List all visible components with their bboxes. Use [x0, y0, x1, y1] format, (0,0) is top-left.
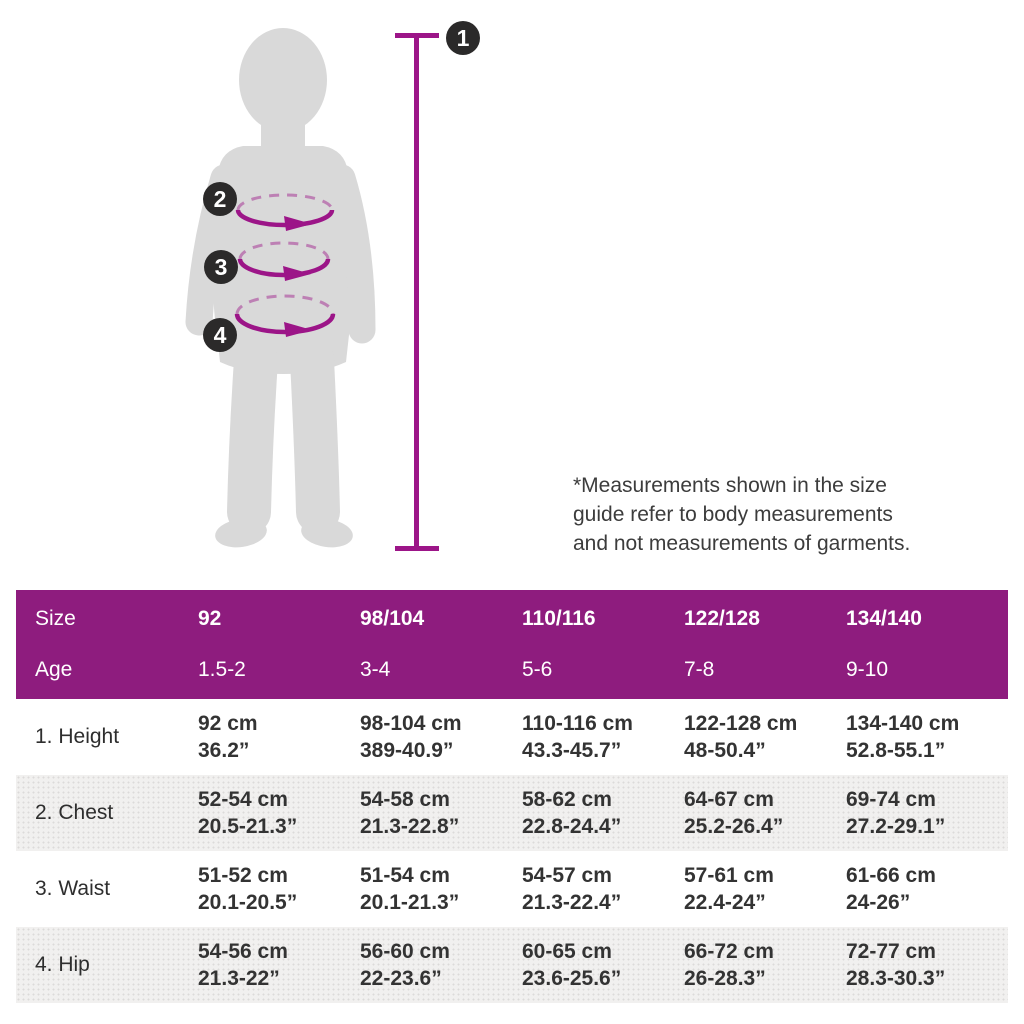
size-table-header: Size 92 98/104 110/116 122/128 134/140 A… — [16, 590, 1008, 699]
hip-cell-4: 66-72 cm 26-28.3” — [684, 940, 774, 990]
size-col-2: 98/104 — [360, 607, 425, 630]
age-col-2: 3-4 — [360, 658, 391, 681]
waist-cell-5: 61-66 cm 24-26” — [846, 864, 936, 914]
chest-cell-1: 52-54 cm 20.5-21.3” — [198, 788, 298, 838]
age-col-4: 7-8 — [684, 658, 715, 681]
age-col-1: 1.5-2 — [198, 658, 246, 681]
measure-badge-2: 2 — [203, 182, 237, 216]
chest-cell-5: 69-74 cm 27.2-29.1” — [846, 788, 946, 838]
chest-cell-4: 64-67 cm 25.2-26.4” — [684, 788, 784, 838]
height-cell-3: 110-116 cm 43.3-45.7” — [522, 712, 633, 762]
height-measure-line — [395, 33, 439, 551]
waist-measure-band — [237, 241, 331, 281]
measurement-note: *Measurements shown in the size guide re… — [573, 471, 963, 558]
badge-2-number: 2 — [214, 186, 227, 212]
row-label-hip: 4. Hip — [35, 953, 90, 976]
child-silhouette — [185, 28, 376, 548]
waist-cell-1: 51-52 cm 20.1-20.5” — [198, 864, 298, 914]
row-label-chest: 2. Chest — [35, 801, 114, 824]
header-age-row: Age 1.5-2 3-4 5-6 7-8 9-10 — [16, 648, 1008, 692]
age-col-3: 5-6 — [522, 658, 553, 681]
row-label-waist: 3. Waist — [35, 877, 111, 900]
size-table: Size 92 98/104 110/116 122/128 134/140 A… — [16, 590, 1008, 1003]
measure-badge-3: 3 — [204, 250, 238, 284]
size-col-4: 122/128 — [684, 607, 760, 630]
measure-badge-4: 4 — [203, 318, 237, 352]
badge-4-number: 4 — [214, 322, 227, 348]
chest-measure-band — [235, 193, 335, 231]
size-col-3: 110/116 — [522, 607, 596, 630]
note-line-1: *Measurements shown in the size — [573, 474, 887, 497]
height-cell-1: 92 cm 36.2” — [198, 712, 258, 762]
measure-badge-1: 1 — [446, 21, 480, 55]
age-col-5: 9-10 — [846, 658, 889, 681]
badge-3-number: 3 — [215, 254, 228, 280]
table-row-height: 1. Height 92 cm 36.2” 98-104 cm 389-40.9… — [16, 699, 1008, 775]
table-row-chest: 2. Chest 52-54 cm 20.5-21.3” 54-58 cm 21… — [16, 775, 1008, 851]
height-cell-5: 134-140 cm 52.8-55.1” — [846, 712, 960, 762]
height-cell-4: 122-128 cm 48-50.4” — [684, 712, 798, 762]
note-line-3: and not measurements of garments. — [573, 532, 911, 555]
size-row-label: Size — [35, 607, 76, 630]
hip-cell-1: 54-56 cm 21.3-22” — [198, 940, 288, 990]
hip-measure-band — [234, 294, 336, 337]
waist-cell-3: 54-57 cm 21.3-22.4” — [522, 864, 622, 914]
size-guide-diagram: 1 2 3 4 — [185, 21, 480, 551]
waist-cell-2: 51-54 cm 20.1-21.3” — [360, 864, 460, 914]
chest-cell-3: 58-62 cm 22.8-24.4” — [522, 788, 622, 838]
badge-1-number: 1 — [457, 25, 470, 51]
table-row-hip: 4. Hip 54-56 cm 21.3-22” 56-60 cm 22-23.… — [16, 927, 1008, 1003]
waist-cell-4: 57-61 cm 22.4-24” — [684, 864, 774, 914]
size-col-1: 92 — [198, 607, 222, 630]
table-row-waist: 3. Waist 51-52 cm 20.1-20.5” 51-54 cm 20… — [16, 851, 1008, 927]
row-label-height: 1. Height — [35, 725, 120, 748]
age-row-label: Age — [35, 658, 73, 681]
size-col-5: 134/140 — [846, 607, 922, 630]
height-cell-2: 98-104 cm 389-40.9” — [360, 712, 462, 762]
hip-cell-3: 60-65 cm 23.6-25.6” — [522, 940, 622, 990]
chest-cell-2: 54-58 cm 21.3-22.8” — [360, 788, 460, 838]
note-line-2: guide refer to body measurements — [573, 503, 893, 526]
hip-cell-5: 72-77 cm 28.3-30.3” — [846, 940, 946, 990]
hip-cell-2: 56-60 cm 22-23.6” — [360, 940, 450, 990]
header-size-row: Size 92 98/104 110/116 122/128 134/140 — [16, 597, 1008, 641]
